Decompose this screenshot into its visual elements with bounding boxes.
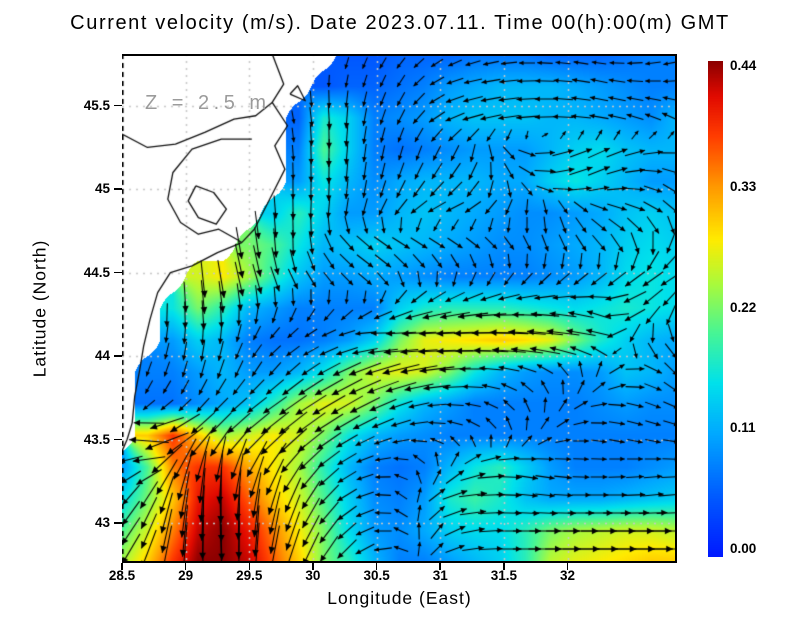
x-tick-label: 30 bbox=[305, 568, 321, 583]
x-tick-mark bbox=[121, 563, 123, 570]
y-tick-label: 45.5 bbox=[83, 97, 110, 113]
chart-title: Current velocity (m/s). Date 2023.07.11.… bbox=[70, 12, 730, 34]
x-tick-mark bbox=[312, 563, 314, 570]
x-tick-label: 28.5 bbox=[108, 568, 136, 583]
y-tick-mark bbox=[114, 188, 122, 190]
x-tick-label: 29 bbox=[178, 568, 194, 583]
x-tick-mark bbox=[375, 563, 378, 570]
colorbar bbox=[708, 61, 723, 557]
y-tick-mark bbox=[114, 522, 122, 524]
colorbar-tick-label: 0.33 bbox=[730, 178, 757, 194]
velocity-map-canvas bbox=[122, 54, 677, 563]
x-tick-mark bbox=[248, 563, 251, 570]
y-tick-label: 43.5 bbox=[83, 431, 110, 447]
x-tick-label: 32 bbox=[560, 568, 576, 583]
y-tick-label: 43 bbox=[94, 514, 110, 530]
x-tick-label: 30.5 bbox=[363, 568, 390, 583]
depth-annotation: Z = 2.5 m bbox=[145, 92, 271, 114]
x-tick-mark bbox=[439, 563, 441, 570]
colorbar-tick-label: 0.22 bbox=[730, 299, 757, 315]
x-tick-label: 31 bbox=[432, 568, 448, 583]
x-tick-mark bbox=[503, 563, 505, 570]
colorbar-tick-label: 0.00 bbox=[730, 541, 757, 556]
x-tick-label: 31.5 bbox=[490, 568, 518, 583]
x-tick-label: 29.5 bbox=[236, 568, 263, 583]
y-tick-mark bbox=[114, 438, 122, 441]
y-tick-mark bbox=[114, 104, 122, 107]
y-tick-label: 44 bbox=[94, 348, 110, 364]
y-tick-label: 45 bbox=[94, 181, 110, 197]
colorbar-tick-label: 0.11 bbox=[730, 420, 756, 436]
y-axis-label: Latitude (North) bbox=[29, 239, 50, 378]
y-tick-label: 44.5 bbox=[83, 264, 110, 280]
y-tick-mark bbox=[114, 271, 122, 274]
colorbar-tick-label: 0.44 bbox=[730, 58, 757, 73]
y-tick-mark bbox=[114, 355, 122, 357]
x-tick-mark bbox=[184, 563, 187, 570]
x-axis-label: Longitude (East) bbox=[327, 588, 472, 608]
x-tick-mark bbox=[566, 563, 569, 570]
